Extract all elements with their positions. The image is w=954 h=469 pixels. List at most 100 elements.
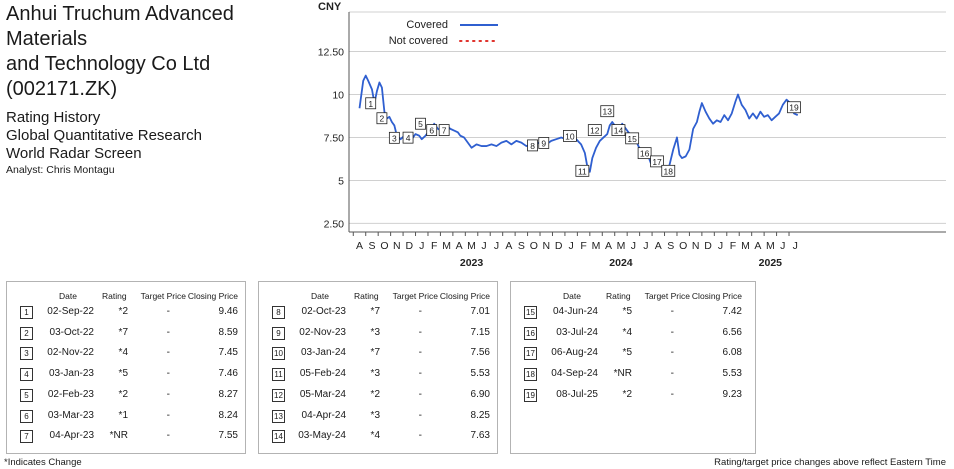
rating-marker-box	[388, 131, 400, 144]
cell-date: 02-Nov-22	[47, 347, 94, 359]
cell-tp: -	[166, 306, 170, 317]
x-tick-label: J	[793, 240, 798, 252]
cell-num: 1	[20, 306, 33, 319]
rating-marker-box	[376, 112, 388, 125]
cell-num: 6	[20, 409, 33, 423]
cell-date: 04-Apr-24	[301, 409, 346, 421]
rating-marker-box	[426, 124, 438, 136]
y-tick-label: 7.50	[324, 132, 345, 144]
rating-marker-label: 2	[380, 114, 385, 124]
rating-marker-label: 14	[614, 126, 624, 136]
cell-num: 14	[272, 430, 285, 444]
cell-tp: -	[670, 326, 674, 338]
rating-marker-label: 12	[590, 126, 600, 136]
cell-tp: -	[418, 409, 422, 421]
header-target: Target Price	[644, 291, 690, 301]
table-row: 5 02-Feb-23 *2 - 8.27	[20, 388, 240, 402]
cell-rating: *7	[370, 306, 380, 317]
x-tick-label: F	[730, 240, 736, 252]
cell-num: 4	[20, 368, 33, 382]
cell-cp: 6.56	[722, 326, 742, 338]
rating-marker-box	[600, 105, 615, 118]
rating-marker-label: 19	[789, 103, 799, 113]
cell-rating: *4	[118, 347, 128, 359]
cell-cp: 7.63	[470, 430, 490, 442]
cell-rating: *3	[370, 368, 380, 380]
cell-date: 04-Sep-24	[551, 368, 598, 380]
cell-date: 03-Jan-23	[48, 368, 94, 380]
x-tick-label: A	[505, 240, 512, 252]
cell-cp: 7.55	[218, 430, 238, 442]
header-rating: Rating	[354, 291, 379, 301]
cell-cp: 9.46	[218, 306, 238, 317]
cell-rating: *4	[370, 430, 380, 442]
y-tick-label: 5	[338, 175, 344, 187]
x-tick-label: N	[542, 240, 550, 252]
x-tick-label: J	[481, 240, 486, 252]
rating-marker-label: 17	[652, 157, 662, 167]
x-tick-label: F	[431, 240, 437, 252]
rating-marker-label: 7	[442, 126, 447, 136]
y-tick-label: 2.50	[324, 218, 345, 230]
x-tick-label: N	[692, 240, 700, 252]
header-date: Date	[311, 291, 329, 301]
cell-tp: -	[418, 347, 422, 359]
cell-tp: -	[670, 368, 674, 380]
cell-rating: *1	[118, 409, 128, 421]
table-row: 4 03-Jan-23 *5 - 7.46	[20, 367, 240, 382]
cell-num: 17	[524, 347, 537, 361]
header-date: Date	[59, 291, 77, 301]
x-tick-label: D	[704, 240, 712, 252]
rating-marker-box	[650, 155, 664, 168]
cell-tp: -	[418, 430, 422, 442]
cell-num: 18	[524, 368, 537, 382]
cell-date: 04-Jun-24	[552, 306, 598, 317]
x-tick-label: J	[631, 240, 636, 252]
cell-rating: *2	[118, 306, 128, 317]
header-target: Target Price	[392, 291, 438, 301]
table-row: 19 08-Jul-25 *2 - 9.23	[524, 388, 744, 402]
rating-marker-box	[637, 147, 652, 160]
footnote-time: Rating/target price changes above reflec…	[714, 457, 946, 468]
rating-table-3	[510, 281, 756, 454]
rating-marker-box	[611, 124, 626, 136]
header-rating: Rating	[606, 291, 631, 301]
table-row: 7 04-Apr-23 *NR - 7.55	[20, 429, 240, 444]
cell-date: 02-Feb-23	[47, 388, 94, 400]
rating-marker-label: 1	[368, 99, 373, 109]
cell-tp: -	[670, 306, 674, 317]
cell-cp: 5.53	[722, 368, 742, 380]
x-tick-label: S	[368, 240, 375, 252]
rating-marker-label: 10	[565, 131, 575, 141]
x-tick-label: D	[555, 240, 563, 252]
cell-tp: -	[166, 388, 170, 400]
cell-num: 12	[272, 388, 285, 402]
cell-num: 10	[272, 347, 285, 361]
x-tick-label: D	[406, 240, 414, 252]
company-name-line1: Anhui Truchum Advanced Materials	[6, 3, 234, 50]
x-tick-label: F	[580, 240, 586, 252]
department: Global Quantitative Research	[6, 127, 202, 144]
x-tick-label: A	[456, 240, 463, 252]
cell-tp: -	[166, 368, 170, 380]
cell-num: 11	[272, 368, 285, 382]
cell-tp: -	[418, 306, 422, 317]
y-tick-label: 12.50	[318, 47, 344, 59]
rating-marker-label: 9	[541, 138, 546, 148]
cell-rating: *3	[370, 409, 380, 421]
x-tick-label: A	[754, 240, 761, 252]
cell-num: 8	[272, 306, 285, 319]
footnote-change: *Indicates Change	[4, 457, 82, 468]
cell-num: 13	[272, 409, 285, 423]
rating-marker-label: 15	[627, 134, 637, 144]
rating-marker-box	[587, 124, 602, 136]
table-row: 10 03-Jan-24 *7 - 7.56	[272, 346, 492, 361]
cell-tp: -	[166, 430, 170, 442]
cell-tp: -	[670, 347, 674, 359]
cell-num: 19	[524, 388, 537, 402]
table-row: 17 06-Aug-24 *5 - 6.08	[524, 346, 744, 361]
cell-cp: 6.90	[470, 388, 490, 400]
cell-num: 7	[20, 430, 33, 444]
rating-marker-box	[625, 132, 640, 145]
